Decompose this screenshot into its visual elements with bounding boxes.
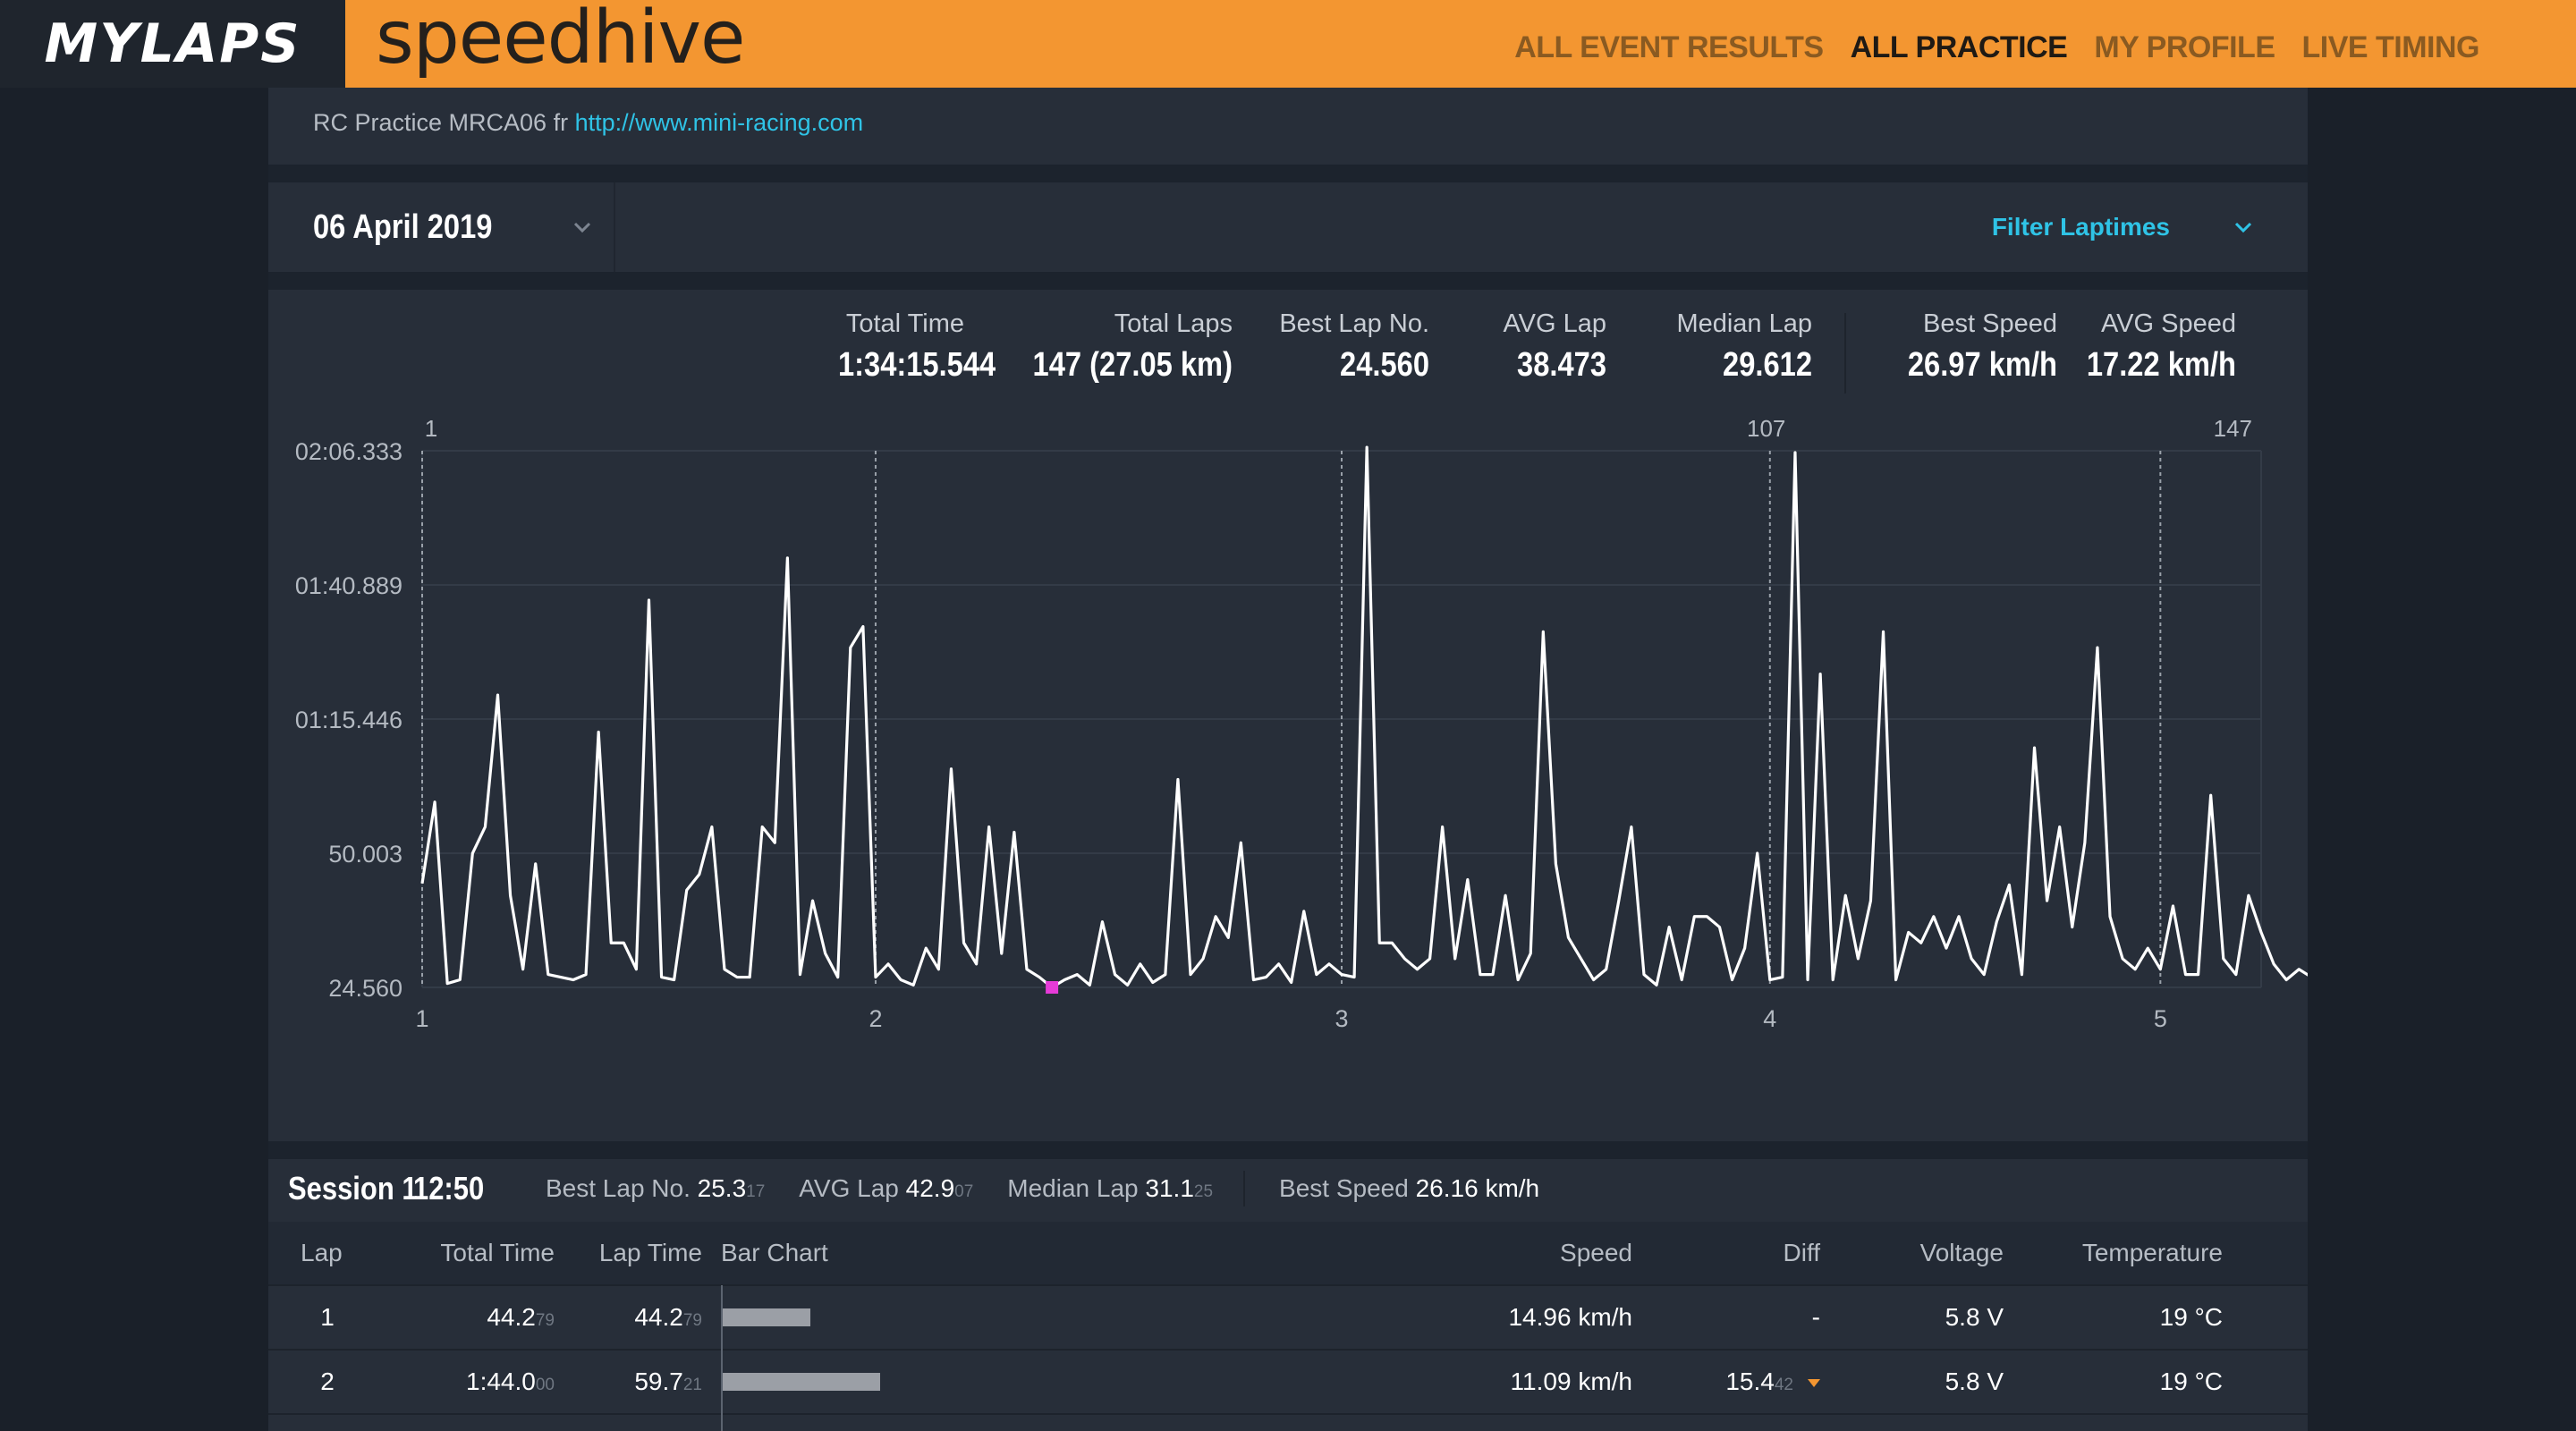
main-nav: ALL EVENT RESULTS ALL PRACTICE MY PROFIL… xyxy=(1514,0,2480,96)
y-tick-label: 50.003 xyxy=(328,841,402,868)
col-lap-header[interactable]: Lap xyxy=(301,1239,343,1266)
table-row[interactable] xyxy=(268,1414,2308,1431)
top-lap-tick-label: 147 xyxy=(2214,415,2252,442)
chevron-down-icon xyxy=(2234,222,2252,233)
session-marker-label: 2 xyxy=(869,1005,882,1032)
total-time: 44.279 xyxy=(487,1303,555,1331)
session-header: Session 1 12:50 Best Lap No. 25.317 AVG … xyxy=(268,1159,2308,1218)
left-background xyxy=(0,88,268,1431)
table-row[interactable]: 2 1:44.000 59.721 11.09 km/h 15.442 5.8 … xyxy=(268,1350,2308,1415)
stat-best-speed: Best Speed 26.97 km/h xyxy=(1907,309,2057,384)
chevron-down-icon xyxy=(574,222,591,233)
stat-best-lap: Best Lap No. 24.560 xyxy=(1279,309,1429,384)
lap-voltage: 5.8 V xyxy=(1945,1303,2004,1331)
summary-stats: Total Time 1:34:15.544 Total Laps 147 (27.… xyxy=(818,309,2236,394)
best-lap-marker xyxy=(1046,981,1059,994)
stat-avg-lap: AVG Lap 38.473 xyxy=(1503,309,1606,384)
session-panel: Session 1 12:50 Best Lap No. 25.317 AVG … xyxy=(268,1159,2308,1431)
session-best-speed: Best Speed 26.16 km/h xyxy=(1279,1174,1540,1202)
nav-all-event-results[interactable]: ALL EVENT RESULTS xyxy=(1514,30,1824,64)
stat-median-lap: Median Lap 29.612 xyxy=(1676,309,1812,384)
nav-all-practice[interactable]: ALL PRACTICE xyxy=(1851,23,2068,96)
col-temperature-header[interactable]: Temperature xyxy=(2081,1239,2223,1266)
lap-number: 1 xyxy=(320,1303,335,1331)
session-marker-label: 5 xyxy=(2154,1005,2167,1032)
practice-info-bar: RC Practice MRCA06 fr http://www.mini-ra… xyxy=(268,88,2308,165)
col-voltage-header[interactable]: Voltage xyxy=(1919,1239,2004,1266)
session-marker-label: 1 xyxy=(415,1005,428,1032)
session-median-lap: Median Lap 31.125 xyxy=(1007,1174,1214,1202)
lap-temperature: 19 °C xyxy=(2159,1303,2223,1331)
lap-time-bar xyxy=(721,1414,1079,1431)
lap-time-bar xyxy=(721,1350,1079,1414)
lap-number: 2 xyxy=(320,1367,335,1395)
practice-name: RC Practice MRCA06 fr xyxy=(313,109,575,136)
top-lap-tick-label: 1 xyxy=(425,415,437,442)
lap-diff: - xyxy=(1811,1303,1820,1331)
y-tick-label: 01:15.446 xyxy=(295,707,402,733)
lap-diff: 15.442 xyxy=(1664,1367,1820,1396)
lap-time: 59.721 xyxy=(634,1367,702,1395)
lap-temperature: 19 °C xyxy=(2159,1367,2223,1395)
y-tick-label: 01:40.889 xyxy=(295,572,402,599)
lap-speed: 11.09 km/h xyxy=(1510,1367,1632,1395)
mylaps-logo[interactable]: MYLAPS xyxy=(0,0,345,88)
filter-laptimes-toggle[interactable]: Filter Laptimes xyxy=(1992,182,2254,272)
session-time: 12:50 xyxy=(413,1170,485,1207)
session-best-lap: Best Lap No. 25.317 xyxy=(546,1174,766,1202)
table-header: Lap Total Time Lap Time Bar Chart Speed … xyxy=(268,1222,2308,1286)
session-marker-label: 4 xyxy=(1763,1005,1776,1032)
stats-divider xyxy=(1844,313,1846,394)
session-title: Session 1 xyxy=(288,1170,418,1207)
col-speed-header[interactable]: Speed xyxy=(1560,1239,1632,1266)
y-tick-label: 24.560 xyxy=(328,975,402,1002)
col-diff-header[interactable]: Diff xyxy=(1783,1239,1821,1266)
lap-chart-panel: Total Time 1:34:15.544 Total Laps 147 (27.… xyxy=(268,290,2308,1141)
stat-total-laps: Total Laps 147 (27.05 km) xyxy=(1032,309,1233,384)
date-selector[interactable]: 06 April 2019 xyxy=(268,182,615,272)
practice-website-link[interactable]: http://www.mini-racing.com xyxy=(574,109,864,136)
nav-live-timing[interactable]: LIVE TIMING xyxy=(2301,30,2480,64)
total-time: 1:44.000 xyxy=(466,1367,555,1395)
stat-avg-speed: AVG Speed 17.22 km/h xyxy=(2086,309,2236,384)
lap-times-chart[interactable]: 02:06.333 01:40.889 01:15.446 50.003 24.560 1… xyxy=(268,290,2308,1141)
nav-my-profile[interactable]: MY PROFILE xyxy=(2094,30,2275,64)
lap-times-line xyxy=(420,445,2308,989)
filter-laptimes-label: Filter Laptimes xyxy=(1991,213,2170,241)
col-total-time-header[interactable]: Total Time xyxy=(440,1239,555,1266)
col-lap-time-header[interactable]: Lap Time xyxy=(598,1239,702,1266)
lap-speed: 14.96 km/h xyxy=(1508,1303,1632,1331)
lap-time: 44.279 xyxy=(634,1303,702,1331)
laps-table: Lap Total Time Lap Time Bar Chart Speed … xyxy=(268,1222,2308,1431)
slower-triangle-icon xyxy=(1808,1379,1820,1388)
top-lap-tick-label: 107 xyxy=(1747,415,1785,442)
lap-voltage: 5.8 V xyxy=(1945,1367,2004,1395)
session-divider xyxy=(1243,1171,1246,1207)
top-bar: MYLAPS speedhive ALL EVENT RESULTS ALL P… xyxy=(0,0,2576,96)
right-background xyxy=(2308,88,2576,1431)
practice-info: RC Practice MRCA06 fr http://www.mini-ra… xyxy=(313,109,863,137)
speedhive-logo[interactable]: speedhive xyxy=(376,0,745,80)
session-avg-lap: AVG Lap 42.907 xyxy=(799,1174,974,1202)
date-filter-bar: 06 April 2019 Filter Laptimes xyxy=(268,182,2308,272)
session-marker-label: 3 xyxy=(1335,1005,1348,1032)
y-tick-label: 02:06.333 xyxy=(295,438,402,465)
selected-date: 06 April 2019 xyxy=(313,207,493,246)
col-bar-chart-header: Bar Chart xyxy=(721,1239,828,1266)
table-row[interactable]: 1 44.279 44.279 14.96 km/h - 5.8 V 19 °C xyxy=(268,1285,2308,1351)
lap-time-bar xyxy=(721,1285,1079,1350)
